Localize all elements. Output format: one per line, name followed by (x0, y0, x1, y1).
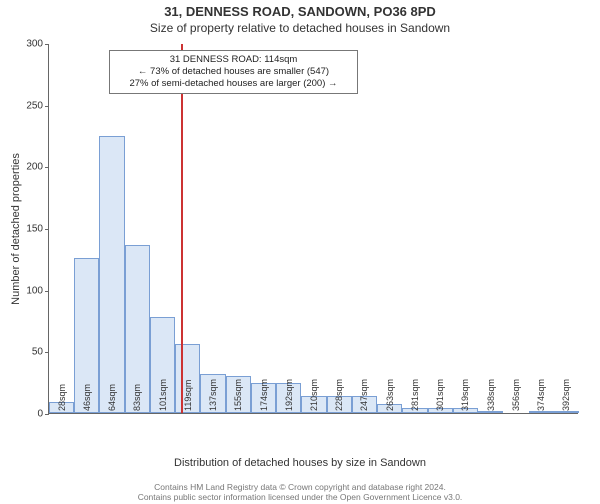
x-tick-label: 137sqm (208, 379, 218, 411)
x-tick-label: 28sqm (57, 384, 67, 411)
annotation-line-3: 27% of semi-detached houses are larger (… (116, 78, 351, 90)
chart-area: 05010015020025030028sqm46sqm64sqm83sqm10… (48, 44, 578, 414)
y-tick-label: 100 (9, 285, 43, 296)
x-tick-label: 247sqm (359, 379, 369, 411)
x-tick-label: 319sqm (460, 379, 470, 411)
x-tick-label: 392sqm (561, 379, 571, 411)
annotation-box: 31 DENNESS ROAD: 114sqm← 73% of detached… (109, 50, 358, 94)
x-tick-label: 281sqm (410, 379, 420, 411)
histogram-bar (99, 136, 124, 414)
y-tick-mark (45, 291, 49, 292)
x-tick-label: 356sqm (511, 379, 521, 411)
x-tick-label: 119sqm (183, 380, 193, 411)
y-tick-label: 150 (9, 224, 43, 235)
annotation-line-2: ← 73% of detached houses are smaller (54… (116, 66, 351, 78)
y-tick-mark (45, 167, 49, 168)
credits: Contains HM Land Registry data © Crown c… (0, 482, 600, 502)
x-tick-label: 374sqm (536, 379, 546, 411)
annotation-line-1: 31 DENNESS ROAD: 114sqm (116, 54, 351, 66)
x-tick-label: 263sqm (385, 379, 395, 411)
y-tick-label: 250 (9, 100, 43, 111)
page-title-1: 31, DENNESS ROAD, SANDOWN, PO36 8PD (0, 4, 600, 19)
y-tick-label: 0 (9, 409, 43, 420)
x-tick-label: 301sqm (435, 379, 445, 411)
x-tick-label: 46sqm (82, 384, 92, 411)
x-axis-label: Distribution of detached houses by size … (0, 457, 600, 469)
x-tick-label: 83sqm (132, 384, 142, 411)
subject-marker-line (181, 44, 183, 413)
x-tick-label: 174sqm (259, 379, 269, 411)
credits-line-1: Contains HM Land Registry data © Crown c… (0, 482, 600, 492)
credits-line-2: Contains public sector information licen… (0, 492, 600, 502)
y-tick-mark (45, 106, 49, 107)
x-tick-label: 101sqm (158, 379, 168, 411)
y-tick-label: 200 (9, 162, 43, 173)
y-tick-mark (45, 414, 49, 415)
y-tick-mark (45, 44, 49, 45)
y-tick-label: 50 (9, 347, 43, 358)
plot-region: 05010015020025030028sqm46sqm64sqm83sqm10… (48, 44, 578, 414)
x-tick-label: 228sqm (334, 379, 344, 411)
x-tick-label: 210sqm (309, 379, 319, 411)
x-tick-label: 338sqm (486, 379, 496, 411)
page-title-2: Size of property relative to detached ho… (0, 21, 600, 35)
x-tick-label: 192sqm (284, 379, 294, 411)
x-tick-label: 64sqm (107, 384, 117, 411)
y-tick-mark (45, 229, 49, 230)
x-tick-label: 155sqm (233, 379, 243, 411)
y-tick-label: 300 (9, 39, 43, 50)
y-tick-mark (45, 352, 49, 353)
